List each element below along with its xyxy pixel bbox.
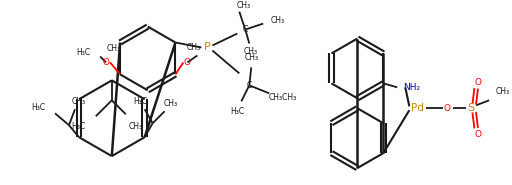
Text: H₃C: H₃C — [31, 103, 45, 112]
Text: CH₃: CH₃ — [244, 53, 259, 62]
Text: O: O — [444, 104, 451, 113]
Text: H₃C: H₃C — [230, 107, 244, 116]
Text: H₃C: H₃C — [134, 97, 148, 106]
Text: CH₃: CH₃ — [236, 1, 250, 10]
Text: CH₃: CH₃ — [270, 16, 284, 25]
Text: O: O — [475, 130, 482, 139]
Text: CH₃: CH₃ — [107, 44, 121, 53]
Text: CH₃: CH₃ — [186, 43, 201, 52]
Text: CH₃: CH₃ — [163, 99, 178, 108]
Text: O: O — [184, 58, 191, 67]
Text: C: C — [243, 25, 248, 34]
Text: CH₃: CH₃ — [243, 47, 258, 56]
Text: CH₃CH₃: CH₃CH₃ — [269, 93, 297, 102]
Text: Pd: Pd — [411, 103, 424, 113]
Text: CH₃: CH₃ — [129, 122, 143, 131]
Text: H₃C: H₃C — [72, 122, 86, 131]
Text: C: C — [247, 81, 252, 90]
Text: H₃C: H₃C — [76, 48, 90, 57]
Text: O: O — [475, 78, 482, 87]
Text: S: S — [467, 103, 475, 113]
Text: CH₃: CH₃ — [72, 97, 86, 106]
Text: CH₃: CH₃ — [496, 87, 510, 96]
Text: P: P — [204, 43, 211, 53]
Text: O: O — [102, 58, 110, 67]
Text: NH₂: NH₂ — [403, 83, 420, 92]
